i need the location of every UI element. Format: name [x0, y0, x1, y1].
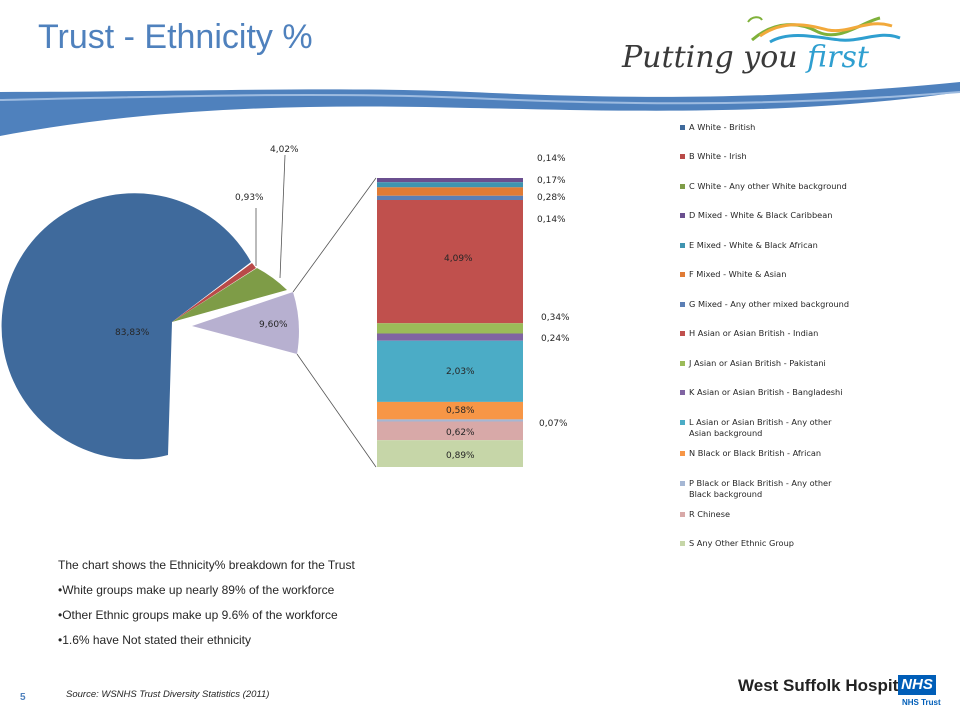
legend-swatch-11	[680, 451, 685, 456]
pie-slice-other-ethnic	[192, 292, 299, 354]
legend-item-6: G Mixed - Any other mixed background	[689, 299, 849, 309]
bar-label-african: 0,58%	[446, 406, 475, 416]
legend-swatch-5	[680, 272, 685, 277]
bar-label-chinese: 0,62%	[446, 428, 475, 438]
notes-bullet-other: •Other Ethnic groups make up 9.6% of the…	[58, 608, 338, 622]
notes-bullet-white: •White groups make up nearly 89% of the …	[58, 583, 335, 597]
pie-slice-white-british	[1, 193, 251, 460]
legend-swatch-7	[680, 331, 685, 336]
legend-swatch-14	[680, 541, 685, 546]
bar-label-mixed-asian: 0,28%	[537, 193, 566, 203]
bar-label-any-other: 0,89%	[446, 451, 475, 461]
bar-label-mixed-caribbean: 0,14%	[537, 154, 566, 164]
slogan-main: Putting you	[622, 40, 808, 75]
hospital-name: West Suffolk Hospital	[738, 676, 913, 695]
bar-segment-5	[377, 323, 523, 334]
legend-item-0: A White - British	[689, 122, 755, 132]
bar-segment-1	[377, 182, 523, 188]
legend-swatch-13	[680, 512, 685, 517]
page-number: 5	[20, 692, 26, 703]
bar-segment-9	[377, 419, 523, 422]
pie-labels: 83,83% 0,93% 4,02% 9,60%	[115, 145, 299, 338]
legend-item-4: E Mixed - White & Black African	[689, 240, 818, 250]
legend-swatch-4	[680, 243, 685, 248]
pie-slice-white-other	[172, 268, 287, 322]
page-title: Trust - Ethnicity %	[38, 18, 313, 56]
chart-notes: The chart shows the Ethnicity% breakdown…	[58, 558, 355, 658]
legend: A White - British B White - Irish C White …	[680, 122, 849, 548]
legend-item-12: P Black or Black British - Any other Blac…	[689, 478, 832, 499]
bar-segment-2	[377, 187, 523, 196]
nhs-logo: NHS	[898, 675, 936, 695]
bar-labels: 0,14% 0,17% 0,28% 0,14% 4,09% 0,34% 0,24…	[444, 154, 570, 461]
legend-item-8: J Asian or Asian British - Pakistani	[688, 358, 826, 368]
bar-segment-11	[377, 440, 523, 467]
legend-item-9: K Asian or Asian British - Bangladeshi	[689, 387, 842, 397]
pie-label-white-other: 4,02%	[270, 145, 299, 155]
legend-item-11: N Black or Black British - African	[689, 448, 821, 458]
legend-item-13: R Chinese	[689, 509, 730, 519]
bar-segment-7	[377, 340, 523, 402]
pie-slice-white-irish	[172, 263, 256, 322]
bar-segment-6	[377, 333, 523, 341]
legend-swatch-9	[680, 390, 685, 395]
bar-label-bangladeshi: 0,24%	[541, 334, 570, 344]
legend-item-7: H Asian or Asian British - Indian	[689, 328, 818, 338]
bar-group	[377, 178, 523, 467]
notes-intro: The chart shows the Ethnicity% breakdown…	[58, 558, 355, 572]
bar-segment-10	[377, 421, 523, 441]
pie-label-other-ethnic: 9,60%	[259, 320, 288, 330]
bar-label-pakistani: 0,34%	[541, 313, 570, 323]
bar-segment-8	[377, 401, 523, 420]
legend-item-2: C White - Any other White background	[689, 181, 847, 191]
slogan: Putting you first	[622, 40, 869, 75]
nhs-trust-label: NHS Trust	[902, 698, 941, 707]
legend-item-5: F Mixed - White & Asian	[689, 269, 786, 279]
legend-swatch-6	[680, 302, 685, 307]
bar-label-other-black: 0,07%	[539, 419, 568, 429]
bar-segment-4	[377, 200, 523, 324]
source-note: Source: WSNHS Trust Diversity Statistics…	[66, 689, 270, 700]
legend-item-14: S Any Other Ethnic Group	[689, 538, 794, 548]
slogan-accent: first	[807, 40, 869, 75]
legend-swatch-3	[680, 213, 685, 218]
notes-bullet-not-stated: •1.6% have Not stated their ethnicity	[58, 633, 251, 647]
legend-swatch-0	[680, 125, 685, 130]
legend-swatch-1	[680, 154, 685, 159]
bar-label-indian: 4,09%	[444, 254, 473, 264]
legend-item-3: D Mixed - White & Black Caribbean	[689, 210, 832, 220]
legend-swatch-2	[680, 184, 685, 189]
connector-lines	[255, 154, 377, 468]
legend-swatch-8	[680, 361, 685, 366]
bar-label-other-asian: 2,03%	[446, 367, 475, 377]
legend-item-10: L Asian or Asian British - Any other Asia…	[689, 417, 832, 438]
pie-label-white-irish: 0,93%	[235, 193, 264, 203]
legend-swatch-10	[680, 420, 685, 425]
bar-label-mixed-african: 0,17%	[537, 176, 566, 186]
legend-item-1: B White - Irish	[689, 151, 747, 161]
legend-swatch-12	[680, 481, 685, 486]
bar-segment-3	[377, 195, 523, 200]
pie-group	[1, 193, 299, 460]
bar-label-mixed-other: 0,14%	[537, 215, 566, 225]
bar-segment-0	[377, 178, 523, 183]
pie-label-white-british: 83,83%	[115, 328, 150, 338]
